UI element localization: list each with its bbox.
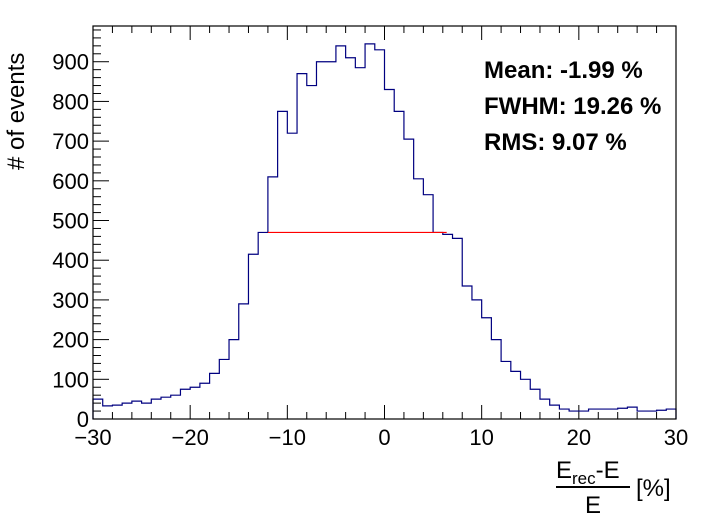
svg-text:Erec-E: Erec-E xyxy=(556,457,620,488)
x-tick-labels: −30 −20 −10 0 10 20 30 xyxy=(74,425,688,450)
histogram-series xyxy=(92,43,677,419)
x-label-unit: [%] xyxy=(636,475,671,502)
stat-fwhm: FWHM: 19.26 % xyxy=(484,93,661,120)
y-tick-labels: 0 100 200 300 400 500 600 700 800 900 xyxy=(52,50,89,432)
x-tick-label: 0 xyxy=(378,425,390,450)
x-label-numerator-sub: rec xyxy=(572,469,596,488)
stat-rms: RMS: 9.07 % xyxy=(484,129,627,156)
plot-frame xyxy=(92,25,677,420)
y-tick-label: 700 xyxy=(52,129,89,154)
x-tick-label: −10 xyxy=(269,425,306,450)
stat-mean: Mean: -1.99 % xyxy=(484,57,643,84)
x-tick-label: −20 xyxy=(172,425,209,450)
y-tick-label: 0 xyxy=(77,407,89,432)
y-tick-label: 800 xyxy=(52,89,89,114)
y-tick-label: 100 xyxy=(52,367,89,392)
y-axis-label: # of events xyxy=(3,53,30,170)
x-tick-label: 10 xyxy=(469,425,493,450)
x-label-numerator-tail: -E xyxy=(596,457,620,484)
y-tick-label: 400 xyxy=(52,248,89,273)
y-tick-label: 500 xyxy=(52,209,89,234)
x-tick-label: 30 xyxy=(664,425,688,450)
x-tick-label: −30 xyxy=(74,425,111,450)
y-axis-ticks xyxy=(93,29,109,420)
y-tick-label: 600 xyxy=(52,169,89,194)
x-label-denominator: E xyxy=(585,492,601,517)
x-label-numerator-main: E xyxy=(556,457,572,484)
y-tick-label: 200 xyxy=(52,328,89,353)
y-tick-label: 300 xyxy=(52,288,89,313)
x-tick-label: 20 xyxy=(567,425,591,450)
x-axis-label: Erec-E E [%] xyxy=(556,457,671,517)
y-tick-label: 900 xyxy=(52,50,89,75)
